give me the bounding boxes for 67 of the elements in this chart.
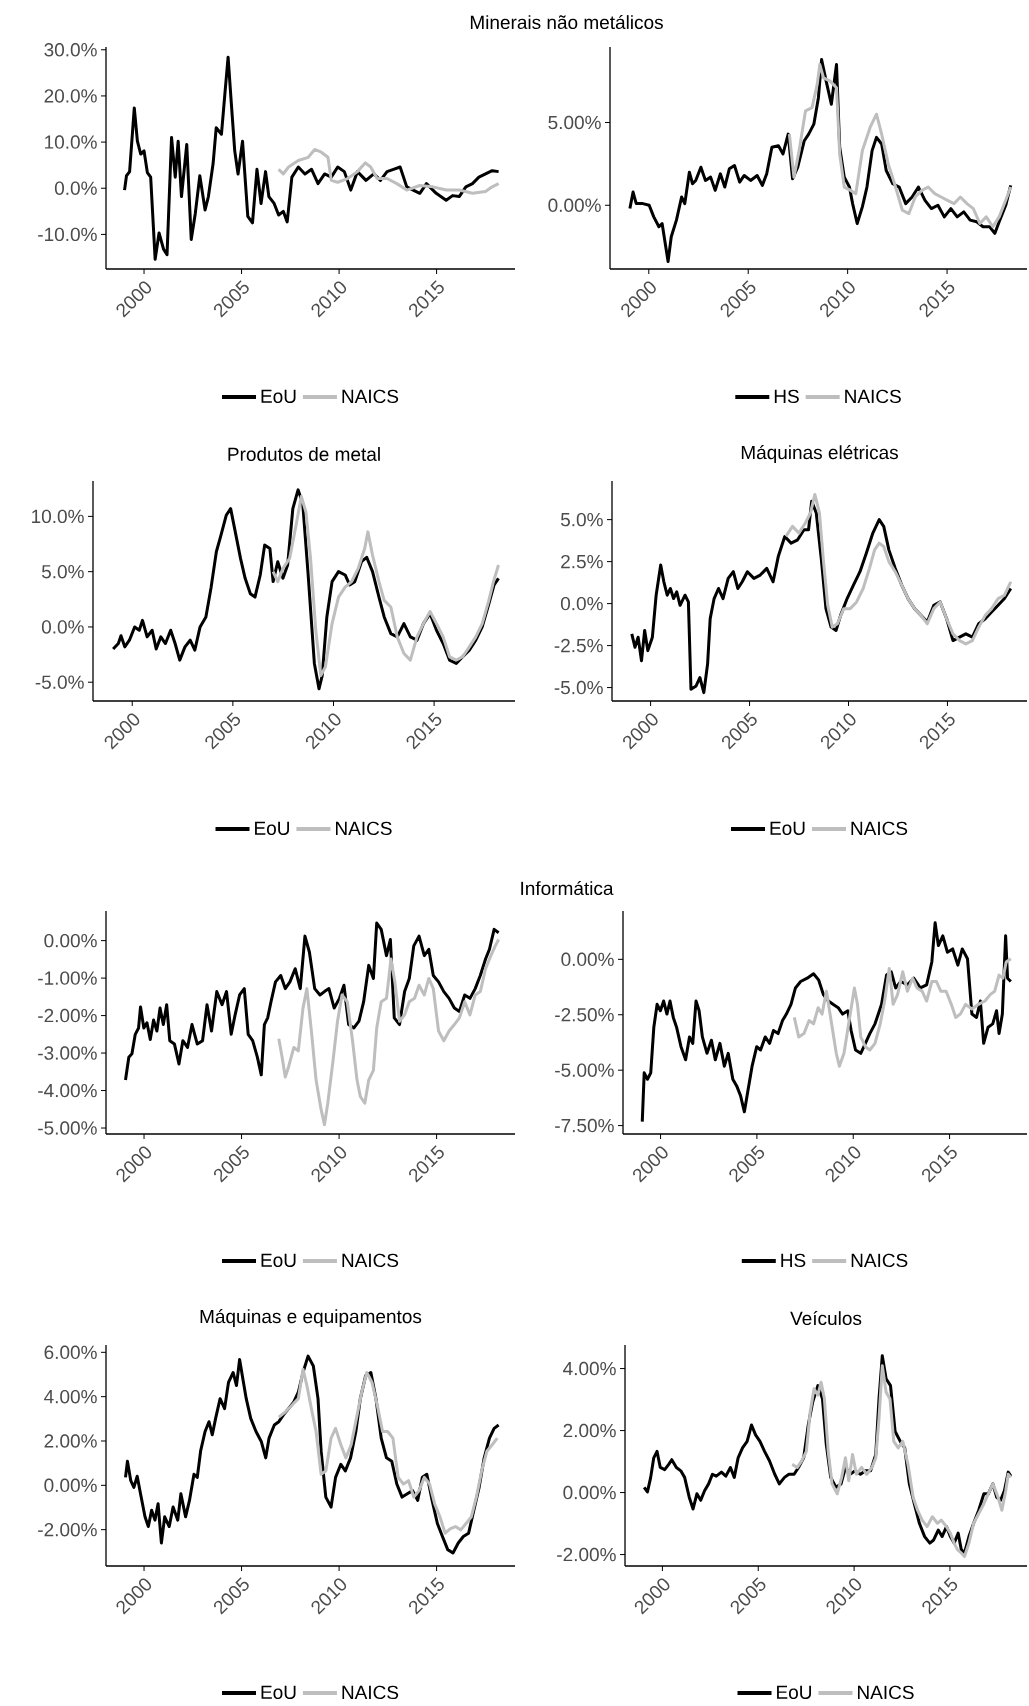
legend-label: NAICS bbox=[342, 1685, 399, 1700]
y-tick-label: 5.0% bbox=[41, 564, 84, 579]
y-tick-label: -5.0% bbox=[35, 675, 84, 689]
legend-label: EoU bbox=[261, 389, 296, 403]
line-series bbox=[792, 957, 1013, 1068]
legend-label: EoU bbox=[261, 1685, 296, 1700]
legend-label: HS bbox=[774, 389, 799, 404]
y-tick-label: 0.0% bbox=[41, 620, 84, 634]
y-tick-label: -2.00% bbox=[38, 1522, 97, 1537]
y-tick-label: 4.00% bbox=[44, 1389, 97, 1404]
line-series bbox=[784, 492, 1013, 646]
line-series bbox=[277, 938, 501, 1127]
text: Informática bbox=[521, 880, 614, 896]
y-tick-label: 0.0% bbox=[54, 181, 97, 195]
chart-title: Produtos de metal bbox=[228, 447, 380, 461]
y-tick-label: 0.00% bbox=[44, 933, 97, 948]
y-tick-label: -1.00% bbox=[38, 971, 97, 985]
legend-label: EoU bbox=[777, 1685, 811, 1700]
y-tick-label: -10.0% bbox=[38, 227, 97, 242]
y-tick-label: 6.00% bbox=[44, 1345, 97, 1360]
legend-label: NAICS bbox=[845, 389, 901, 404]
legend-label: NAICS bbox=[851, 1253, 908, 1268]
y-tick-label: -2.50% bbox=[555, 1008, 614, 1022]
y-tick-label: 0.00% bbox=[561, 952, 614, 967]
y-tick-label: 4.00% bbox=[563, 1361, 616, 1376]
line-series bbox=[124, 921, 501, 1082]
chart-title: Máquinas elétricas bbox=[741, 445, 898, 463]
y-tick-label: 0.00% bbox=[563, 1485, 616, 1500]
y-tick-label: -2.00% bbox=[557, 1547, 616, 1562]
line-series bbox=[271, 494, 500, 678]
legend-label: NAICS bbox=[342, 389, 399, 404]
legend-label: EoU bbox=[255, 821, 289, 835]
y-tick-label: 5.00% bbox=[548, 115, 601, 130]
y-tick-label: 10.0% bbox=[45, 135, 97, 149]
legend-label: NAICS bbox=[336, 821, 392, 836]
y-tick-label: -3.00% bbox=[38, 1046, 97, 1060]
y-tick-label: -4.00% bbox=[38, 1083, 97, 1098]
y-tick-label: -5.00% bbox=[38, 1121, 97, 1135]
line-series bbox=[640, 921, 1013, 1124]
y-tick-label: 10.0% bbox=[32, 509, 84, 524]
legend-label: NAICS bbox=[851, 821, 908, 836]
legend-label: EoU bbox=[261, 1253, 296, 1267]
y-tick-label: 30.0% bbox=[44, 43, 97, 57]
y-tick-label: -2.5% bbox=[554, 638, 603, 653]
legend-label: EoU bbox=[770, 821, 805, 835]
line-series bbox=[123, 55, 501, 261]
y-tick-label: 2.00% bbox=[563, 1423, 616, 1438]
y-tick-label: 0.0% bbox=[560, 596, 603, 611]
y-tick-label: 0.00% bbox=[44, 1478, 97, 1493]
chart-title: Veículos bbox=[790, 1310, 862, 1326]
y-tick-label: -2.00% bbox=[38, 1008, 97, 1023]
chart-title: Máquinas e equipamentos bbox=[200, 1309, 422, 1327]
legend-label: NAICS bbox=[342, 1253, 399, 1268]
line-series bbox=[277, 1367, 499, 1535]
y-tick-label: -5.00% bbox=[555, 1063, 614, 1077]
y-tick-label: 5.0% bbox=[560, 512, 603, 527]
y-tick-label: 2.00% bbox=[44, 1434, 97, 1448]
line-series bbox=[277, 147, 501, 195]
line-series bbox=[787, 63, 1013, 229]
y-tick-label: 0.00% bbox=[548, 198, 601, 212]
y-tick-label: -7.50% bbox=[555, 1118, 614, 1133]
y-tick-label: 20.0% bbox=[44, 89, 97, 103]
y-tick-label: 2.5% bbox=[561, 554, 603, 569]
y-tick-label: -5.0% bbox=[554, 680, 603, 695]
legend-label: HS bbox=[781, 1253, 806, 1268]
legend-label: NAICS bbox=[858, 1685, 914, 1700]
text: Minerais não metálicos bbox=[470, 14, 663, 30]
